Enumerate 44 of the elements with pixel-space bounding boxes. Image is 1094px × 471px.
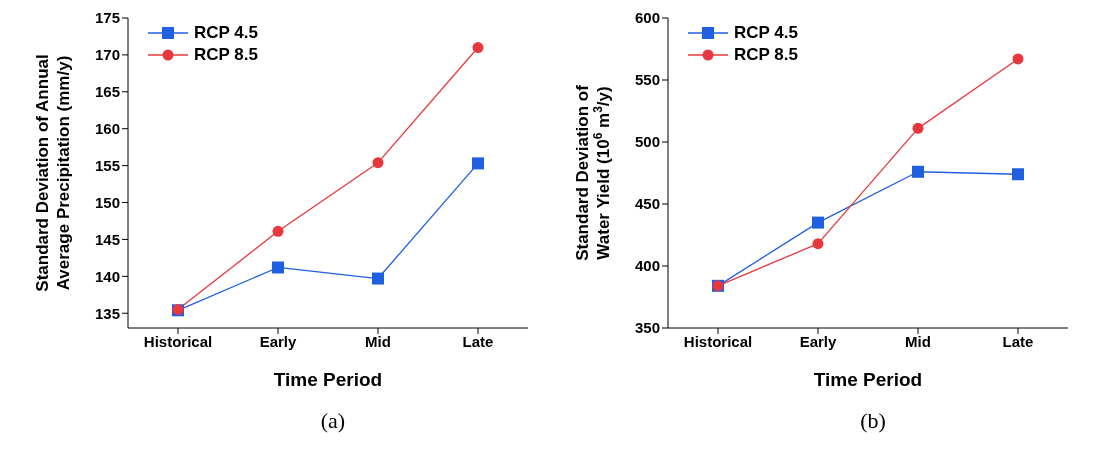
y-tick-label: 140: [94, 267, 120, 285]
y-tick-label: 135: [94, 304, 120, 322]
point: [272, 261, 284, 274]
y-tick-label: 155: [94, 156, 120, 174]
point: [812, 216, 824, 229]
x-tick-label: Mid: [365, 332, 391, 350]
x-tick-label: Early: [259, 332, 297, 350]
legend-label: RCP 4.5: [734, 23, 798, 43]
y-tick-label: 160: [94, 120, 120, 138]
legend-label: RCP 8.5: [194, 45, 258, 65]
x-tick-label: Mid: [905, 332, 931, 350]
y-tick-label: 145: [94, 230, 120, 248]
legend-label: RCP 8.5: [734, 45, 798, 65]
y-tick-label: 350: [634, 319, 660, 337]
y-axis-title: Standard Deviation of Annual Average Precipitation (mm/y): [33, 54, 73, 292]
y-tick-label: 165: [94, 83, 120, 101]
y-tick-label: 400: [634, 257, 660, 275]
legend-label: RCP 4.5: [194, 23, 258, 43]
y-tick-label: 500: [634, 133, 660, 151]
text: (a): [319, 408, 347, 434]
point: [472, 157, 484, 170]
x-tick-label: Late: [462, 332, 494, 350]
x-axis-title: Time Period: [813, 369, 923, 390]
x-axis-title: Time Period: [273, 369, 383, 390]
y-tick-label: 175: [94, 9, 120, 27]
point: [1012, 168, 1024, 181]
y-tick-label: 600: [634, 9, 660, 27]
point: [472, 42, 484, 54]
y-tick-label: 550: [634, 71, 660, 89]
point: [1012, 53, 1024, 65]
point: [372, 157, 384, 169]
point: [272, 225, 284, 237]
x-tick-label: Late: [1002, 332, 1034, 350]
y-tick-label: 450: [634, 195, 660, 213]
x-tick-label: Historical: [683, 332, 753, 350]
point: [812, 238, 824, 250]
point: [912, 165, 924, 178]
point: [912, 122, 924, 134]
point: [372, 272, 384, 285]
x-tick-label: Historical: [143, 332, 213, 350]
x-tick-label: Early: [799, 332, 837, 350]
y-tick-label: 150: [94, 193, 120, 211]
text: (b): [859, 408, 887, 434]
y-tick-label: 170: [94, 46, 120, 64]
